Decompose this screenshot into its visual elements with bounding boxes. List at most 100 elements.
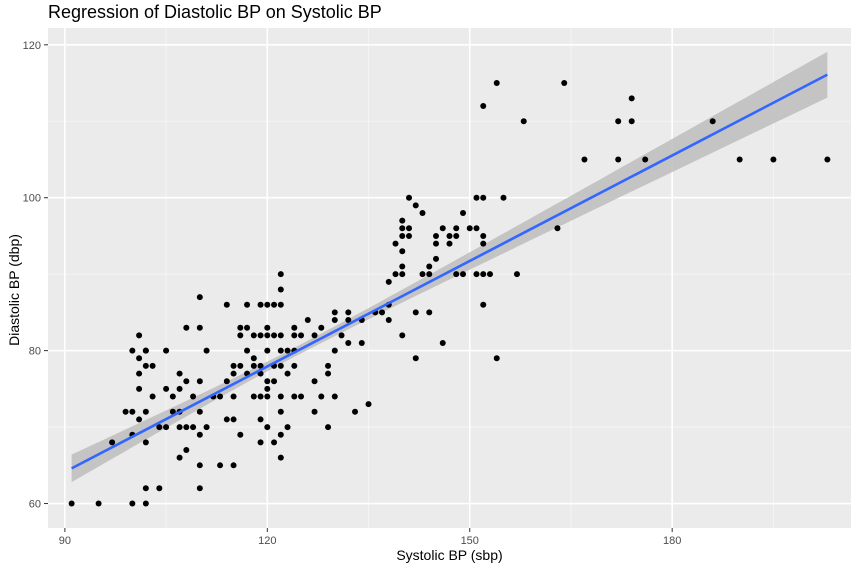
data-point: [122, 408, 129, 415]
data-point: [244, 347, 251, 354]
data-point: [412, 309, 419, 316]
data-point: [95, 500, 102, 507]
data-point: [230, 370, 237, 377]
data-point: [271, 301, 278, 308]
data-point: [237, 324, 244, 331]
data-point: [419, 271, 426, 278]
data-point: [473, 271, 480, 278]
data-point: [217, 462, 224, 469]
data-point: [176, 424, 183, 431]
data-point: [223, 301, 230, 308]
data-point: [561, 80, 568, 87]
data-point: [203, 347, 210, 354]
data-point: [277, 271, 284, 278]
data-point: [412, 202, 419, 209]
data-point: [406, 225, 413, 232]
data-point: [615, 118, 622, 125]
data-point: [318, 393, 325, 400]
data-point: [183, 378, 190, 385]
data-point: [196, 485, 203, 492]
data-point: [433, 240, 440, 247]
data-point: [419, 210, 426, 217]
data-point: [453, 225, 460, 232]
data-point: [264, 424, 271, 431]
data-point: [183, 424, 190, 431]
data-point: [277, 393, 284, 400]
x-tick-label: 90: [59, 535, 71, 547]
data-point: [223, 378, 230, 385]
data-point: [176, 370, 183, 377]
data-point: [277, 431, 284, 438]
data-point: [446, 232, 453, 239]
data-point: [615, 156, 622, 163]
data-point: [399, 232, 406, 239]
data-point: [284, 347, 291, 354]
data-point: [331, 309, 338, 316]
data-point: [129, 500, 136, 507]
data-point: [399, 332, 406, 339]
data-point: [433, 232, 440, 239]
data-point: [311, 378, 318, 385]
data-point: [190, 393, 197, 400]
data-point: [406, 194, 413, 201]
data-point: [250, 332, 257, 339]
data-point: [142, 500, 149, 507]
data-point: [190, 424, 197, 431]
data-point: [264, 393, 271, 400]
data-point: [176, 454, 183, 461]
data-point: [426, 309, 433, 316]
data-point: [244, 301, 251, 308]
data-point: [466, 225, 473, 232]
data-point: [399, 225, 406, 232]
data-point: [244, 324, 251, 331]
data-point: [223, 416, 230, 423]
data-point: [257, 362, 264, 369]
data-point: [149, 362, 156, 369]
data-point: [770, 156, 777, 163]
data-point: [284, 424, 291, 431]
data-point: [628, 118, 635, 125]
data-point: [628, 95, 635, 102]
data-point: [338, 332, 345, 339]
data-point: [277, 408, 284, 415]
data-point: [385, 317, 392, 324]
data-point: [109, 439, 116, 446]
data-point: [345, 339, 352, 346]
data-point: [453, 232, 460, 239]
data-point: [257, 301, 264, 308]
data-point: [136, 355, 143, 362]
data-point: [196, 431, 203, 438]
data-point: [264, 301, 271, 308]
data-point: [318, 324, 325, 331]
data-point: [264, 324, 271, 331]
data-point: [264, 347, 271, 354]
data-point: [453, 271, 460, 278]
data-point: [129, 408, 136, 415]
data-point: [824, 156, 831, 163]
x-axis-label: Systolic BP (sbp): [396, 547, 503, 563]
data-point: [446, 240, 453, 247]
data-point: [196, 324, 203, 331]
data-point: [142, 347, 149, 354]
data-point: [284, 370, 291, 377]
data-point: [257, 393, 264, 400]
y-tick-label: 80: [29, 346, 41, 358]
data-point: [271, 439, 278, 446]
data-point: [264, 385, 271, 392]
data-point: [142, 485, 149, 492]
data-point: [399, 217, 406, 224]
data-point: [230, 362, 237, 369]
data-point: [277, 347, 284, 354]
data-point: [250, 355, 257, 362]
data-point: [156, 485, 163, 492]
data-point: [136, 416, 143, 423]
data-point: [68, 500, 75, 507]
y-tick-label: 60: [29, 499, 41, 511]
data-point: [264, 332, 271, 339]
data-point: [325, 424, 332, 431]
data-point: [264, 378, 271, 385]
x-tick-label: 120: [258, 535, 276, 547]
data-point: [736, 156, 743, 163]
x-tick-label: 150: [461, 535, 479, 547]
